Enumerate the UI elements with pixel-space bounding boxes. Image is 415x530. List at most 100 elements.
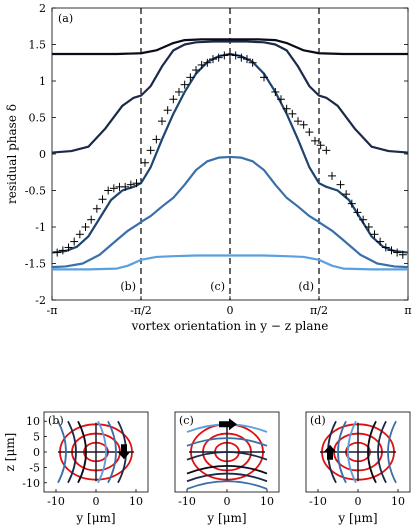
data-marker bbox=[209, 55, 218, 64]
data-marker bbox=[121, 182, 130, 191]
data-marker bbox=[104, 186, 113, 195]
y-tick-label: -2 bbox=[35, 294, 46, 307]
data-marker bbox=[98, 195, 107, 204]
direction-arrow bbox=[219, 418, 237, 431]
panel-label: (b) bbox=[48, 414, 64, 427]
x-tick-label: π bbox=[404, 304, 411, 317]
direction-arrow bbox=[118, 444, 130, 460]
x-axis-label: y [μm] bbox=[337, 511, 377, 525]
data-marker bbox=[347, 199, 356, 208]
data-marker bbox=[81, 223, 90, 231]
vline-label: (c) bbox=[210, 280, 225, 293]
data-marker bbox=[259, 73, 268, 82]
data-marker bbox=[226, 50, 234, 59]
data-marker bbox=[327, 171, 336, 180]
y-tick-label: 0 bbox=[39, 148, 46, 161]
y-tick-label: -5 bbox=[29, 461, 40, 474]
data-marker bbox=[141, 158, 150, 167]
data-marker bbox=[376, 237, 385, 246]
data-marker bbox=[203, 58, 212, 67]
data-marker bbox=[87, 215, 96, 224]
phase-arc bbox=[77, 420, 87, 484]
data-marker bbox=[271, 87, 280, 96]
phase-arc bbox=[387, 420, 397, 484]
data-marker bbox=[64, 243, 73, 252]
x-tick-label: 0 bbox=[355, 495, 362, 508]
x-tick-label: 0 bbox=[227, 304, 234, 317]
data-marker bbox=[393, 248, 402, 257]
phase-arc bbox=[337, 420, 347, 484]
data-marker bbox=[70, 237, 79, 246]
x-tick-label: -10 bbox=[178, 495, 196, 508]
x-tick-label: -10 bbox=[309, 495, 327, 508]
y-tick-label: 10 bbox=[26, 415, 40, 428]
phase-arc bbox=[186, 464, 268, 475]
phase-arc bbox=[377, 420, 387, 484]
vline-label: (d) bbox=[298, 280, 314, 293]
y-axis-label: residual phase δ bbox=[5, 104, 19, 204]
data-marker bbox=[381, 243, 390, 252]
panel-label: (d) bbox=[310, 414, 326, 427]
series-line-5 bbox=[52, 254, 408, 271]
data-marker bbox=[186, 73, 195, 82]
data-marker bbox=[310, 136, 319, 145]
panel-b: (b) -10 0 10 y [μm] 10 5 0 -5 -10 z [μm] bbox=[3, 411, 149, 525]
series-line-1 bbox=[52, 38, 408, 56]
phase-arc bbox=[57, 420, 67, 484]
data-marker bbox=[169, 95, 178, 104]
data-marker bbox=[398, 250, 407, 259]
y-tick-label: -1.5 bbox=[25, 258, 46, 271]
y-tick-label: 1.5 bbox=[29, 39, 47, 52]
series-line-2 bbox=[51, 40, 409, 154]
phase-arc bbox=[186, 451, 268, 461]
y-tick-label: 0.5 bbox=[29, 112, 47, 125]
y-tick-label: 5 bbox=[33, 431, 40, 444]
main-chart: (b) (c) (d) -π -π/2 0 π/2 π -2 -1.5 -1 -0.5 0 0.5 1 1.… bbox=[5, 2, 412, 333]
phase-arc bbox=[186, 472, 268, 483]
data-marker bbox=[214, 53, 223, 62]
y-tick-label: -0.5 bbox=[25, 185, 46, 198]
direction-arrow bbox=[324, 444, 336, 460]
data-marker bbox=[242, 55, 251, 64]
vline-label: (b) bbox=[120, 280, 136, 293]
x-tick-label: 10 bbox=[129, 495, 143, 508]
phase-arc bbox=[186, 480, 268, 490]
data-marker bbox=[158, 117, 167, 126]
phase-arc bbox=[67, 420, 77, 484]
x-tick-label: π/2 bbox=[310, 304, 328, 317]
data-marker bbox=[180, 80, 189, 89]
y-tick-label: 0 bbox=[33, 446, 40, 459]
phase-arc bbox=[107, 420, 117, 484]
y-tick-label: -1 bbox=[35, 221, 46, 234]
series-line-4 bbox=[51, 155, 409, 269]
data-marker bbox=[126, 180, 135, 189]
y-axis-label: z [μm] bbox=[3, 433, 17, 472]
data-marker bbox=[175, 87, 184, 96]
data-marker bbox=[237, 53, 246, 62]
y-tick-label: 2 bbox=[39, 2, 46, 15]
data-marker bbox=[316, 141, 325, 150]
small-panels: (b) -10 0 10 y [μm] 10 5 0 -5 -10 z [μm] (c) -10 0 10 y… bbox=[3, 411, 411, 525]
phase-arc bbox=[97, 420, 107, 484]
data-marker bbox=[293, 117, 302, 126]
data-marker bbox=[276, 95, 285, 104]
data-marker bbox=[146, 146, 155, 155]
data-marker bbox=[299, 120, 308, 129]
x-axis-label: y [μm] bbox=[75, 511, 115, 525]
data-marker bbox=[220, 51, 229, 60]
data-marker bbox=[197, 60, 206, 69]
data-marker bbox=[288, 109, 297, 118]
data-marker bbox=[387, 246, 396, 255]
x-axis-label: vortex orientation in y − z plane bbox=[131, 319, 329, 333]
x-tick-label: -π/2 bbox=[130, 304, 152, 317]
data-marker bbox=[75, 230, 84, 239]
phase-arc bbox=[347, 420, 357, 484]
phase-arc bbox=[186, 437, 268, 447]
x-tick-label: 10 bbox=[391, 495, 405, 508]
data-marker bbox=[342, 190, 351, 199]
data-marker bbox=[132, 179, 141, 188]
data-marker bbox=[248, 58, 257, 67]
data-marker bbox=[231, 51, 240, 60]
data-marker bbox=[336, 180, 345, 189]
